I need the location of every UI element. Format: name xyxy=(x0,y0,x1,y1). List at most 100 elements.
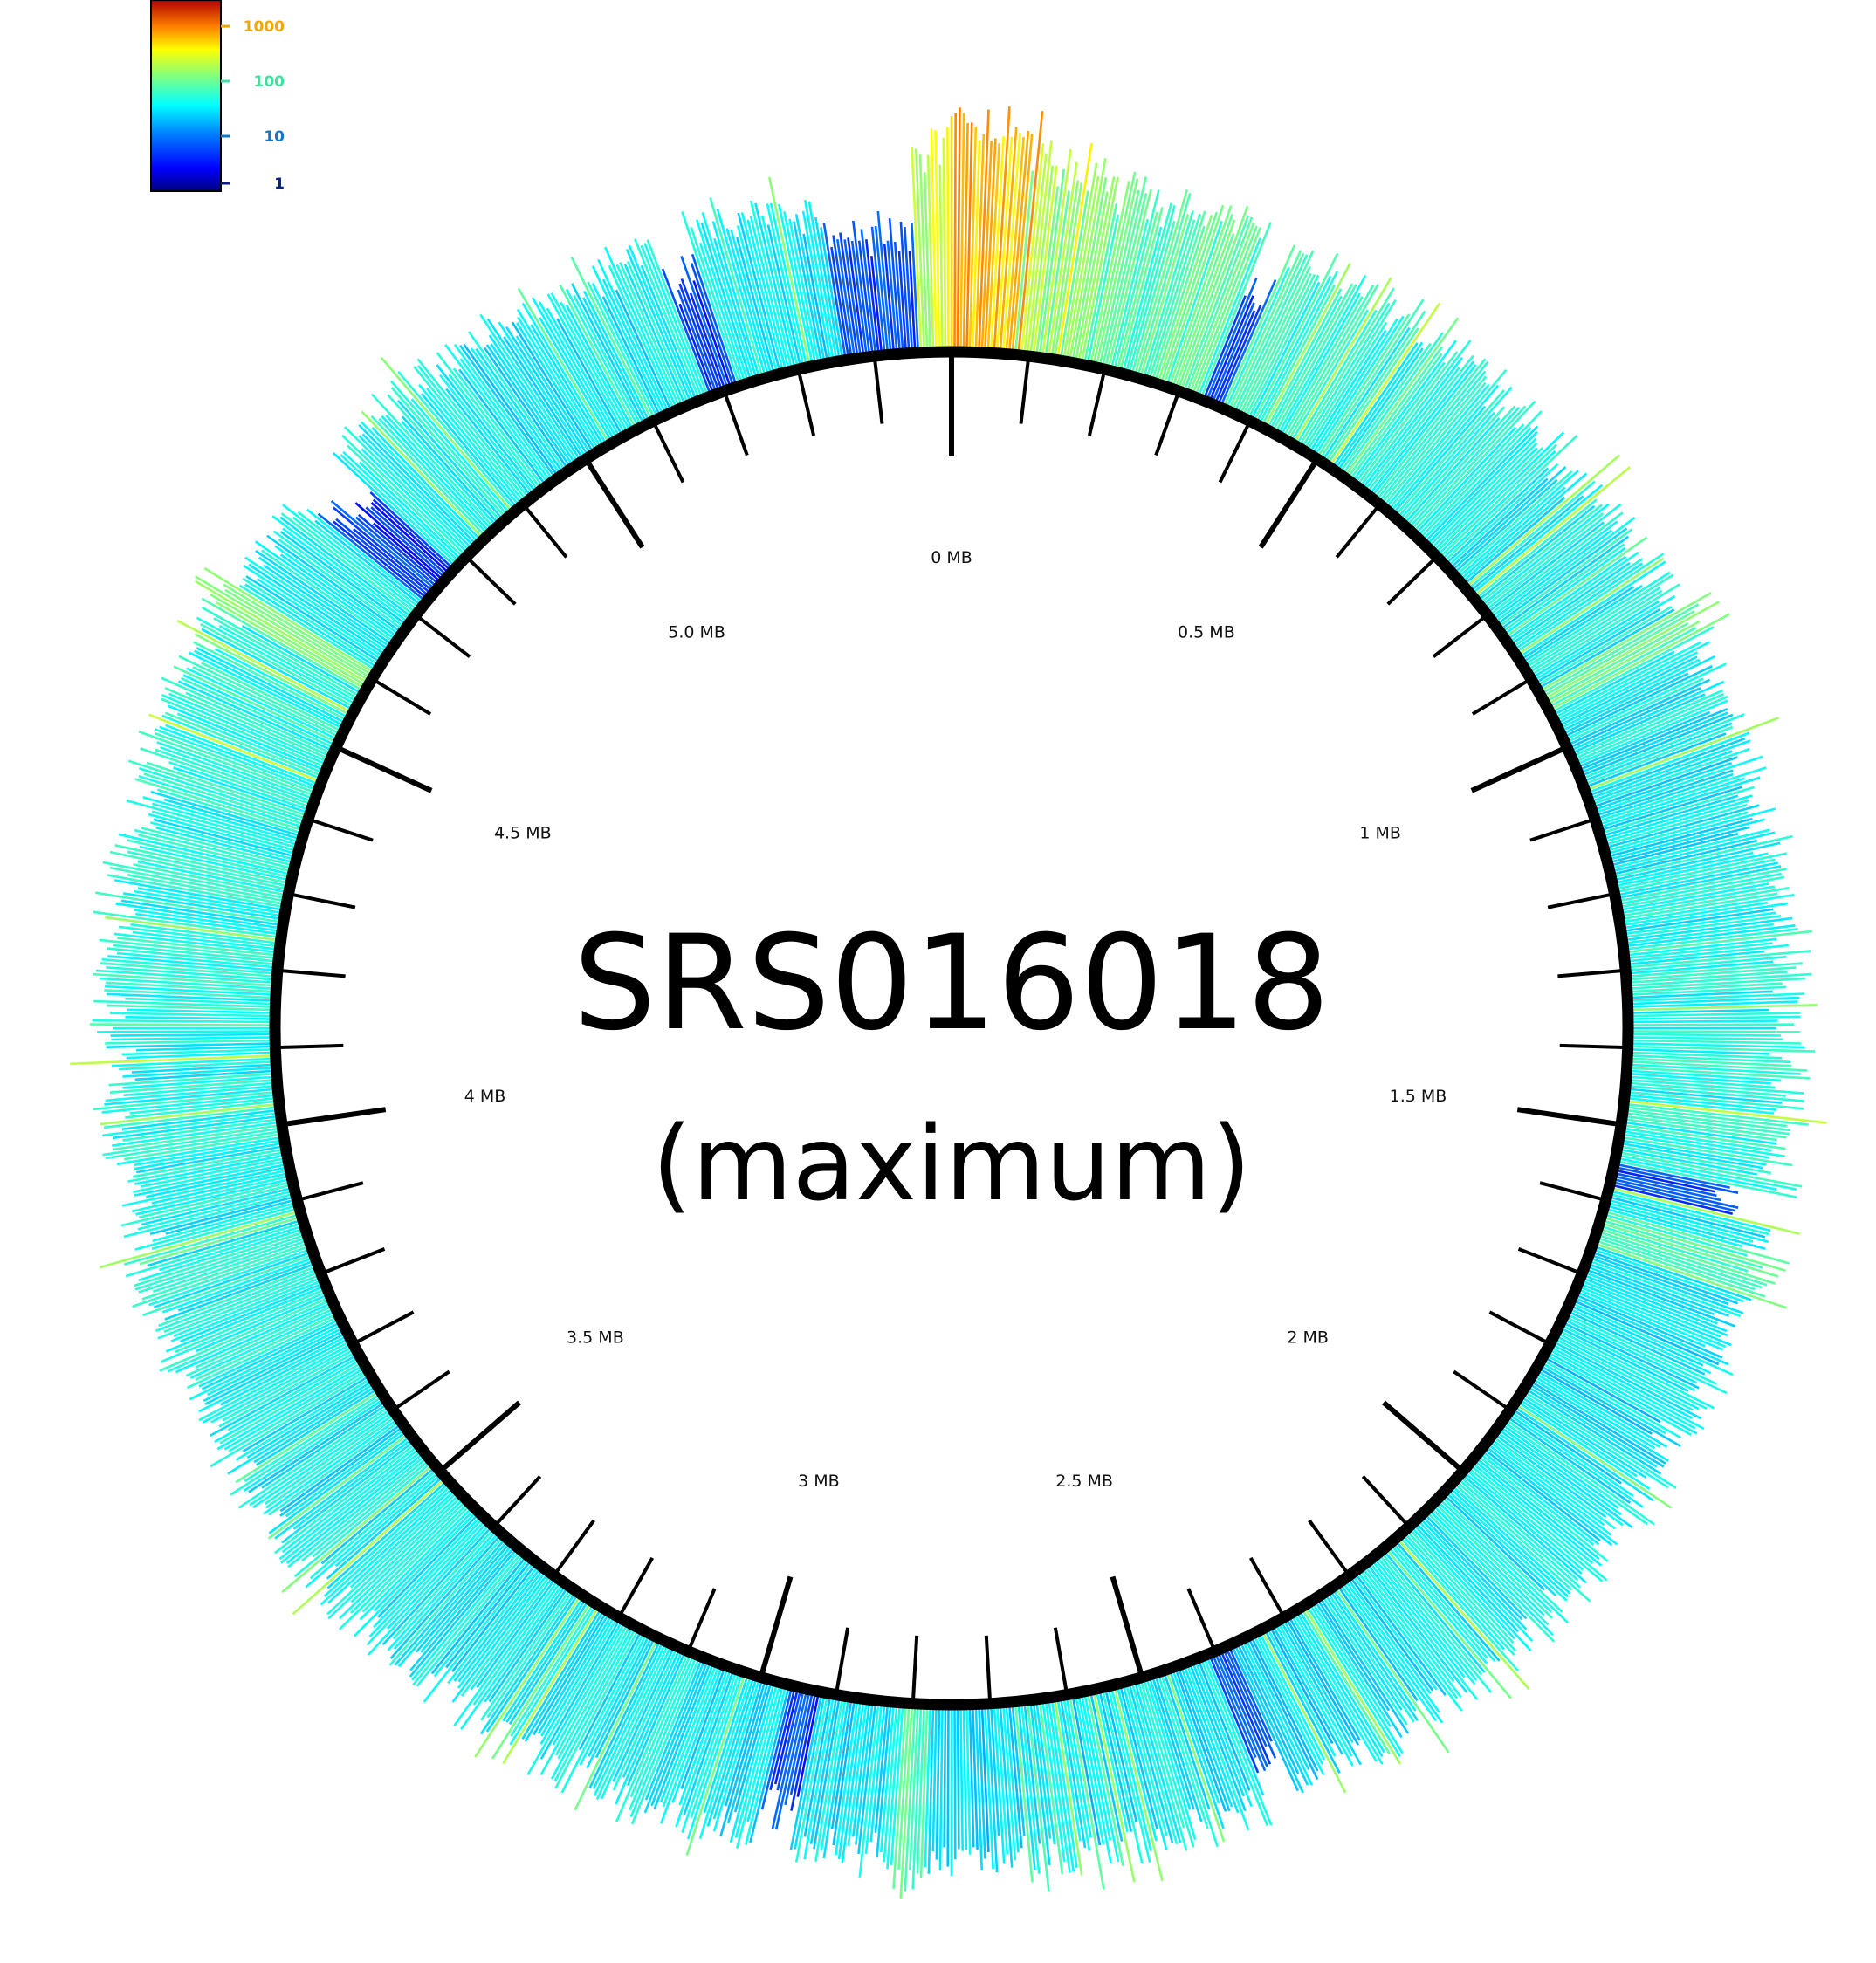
coverage-bar xyxy=(698,242,747,385)
major-tick xyxy=(281,1107,387,1128)
coverage-bar xyxy=(1505,555,1627,642)
coverage-bar xyxy=(1386,368,1508,512)
coverage-bar xyxy=(396,399,505,522)
coverage-bar xyxy=(447,1563,540,1685)
coverage-bar xyxy=(420,1542,514,1653)
coverage-bar xyxy=(537,1611,611,1735)
coverage-bar xyxy=(628,244,696,403)
coverage-bar xyxy=(173,1276,323,1338)
coverage-bar xyxy=(1592,755,1763,815)
coverage-bar xyxy=(228,1369,368,1452)
coverage-bar xyxy=(1623,928,1798,951)
coverage-bar xyxy=(263,1417,400,1515)
coverage-bar xyxy=(578,1629,643,1751)
coverage-bar xyxy=(1587,1256,1744,1314)
coverage-bar xyxy=(358,423,478,547)
coverage-bar xyxy=(1165,220,1223,388)
coverage-bar xyxy=(1545,1350,1698,1435)
coverage-bar xyxy=(134,1230,307,1287)
coverage-bar xyxy=(1617,882,1769,912)
coverage-bar xyxy=(177,1259,317,1312)
coverage-bar xyxy=(1188,222,1255,395)
coverage-bar xyxy=(1470,484,1604,596)
coverage-bar xyxy=(1575,710,1711,770)
coverage-bar xyxy=(359,1506,474,1621)
coverage-bar xyxy=(789,1690,814,1795)
coverage-bar xyxy=(1409,405,1527,532)
coverage-bar xyxy=(1216,1650,1268,1768)
coverage-bar xyxy=(1493,517,1636,625)
coverage-bar xyxy=(1416,423,1525,539)
coverage-bar xyxy=(1444,467,1550,566)
coverage-bar xyxy=(865,239,880,356)
coverage-bar xyxy=(370,502,451,575)
coverage-bar xyxy=(1127,204,1176,376)
coverage-bar xyxy=(956,107,961,353)
coverage-bar xyxy=(1441,434,1578,564)
coverage-bar xyxy=(919,1704,929,1879)
coverage-bar xyxy=(1193,1658,1253,1807)
coverage-bar xyxy=(132,1174,292,1213)
coverage-bar xyxy=(198,1317,341,1388)
coverage-bar xyxy=(373,522,443,585)
coverage-bar xyxy=(453,1565,543,1682)
coverage-bar xyxy=(361,448,471,555)
coverage-bar xyxy=(1425,1509,1556,1643)
coverage-bar xyxy=(1227,250,1302,412)
coverage-bar xyxy=(600,1644,673,1800)
coverage-bar xyxy=(769,202,808,368)
coverage-bar xyxy=(1618,892,1778,921)
coverage-bar xyxy=(1619,893,1795,924)
coverage-bar xyxy=(470,1575,555,1691)
coverage-bar xyxy=(788,218,821,366)
coverage-bar xyxy=(1159,1671,1219,1848)
coverage-bar xyxy=(837,1698,862,1860)
coverage-bar xyxy=(1627,1039,1802,1045)
coverage-bar xyxy=(1379,1550,1483,1676)
coverage-bar xyxy=(112,1123,283,1151)
coverage-bar xyxy=(134,1142,285,1170)
coverage-bar xyxy=(152,1201,299,1243)
coverage-bar xyxy=(390,380,510,518)
minor-tick xyxy=(415,614,471,658)
coverage-bar xyxy=(1614,1159,1797,1198)
coverage-bar xyxy=(1165,1669,1226,1843)
coverage-bar xyxy=(176,619,354,715)
coverage-bar xyxy=(1602,1210,1790,1265)
coverage-bar xyxy=(946,127,950,353)
coverage-bar xyxy=(1571,693,1725,761)
coverage-bar xyxy=(126,1051,276,1060)
coverage-bar xyxy=(1185,1662,1250,1831)
coverage-bar xyxy=(1481,1446,1601,1542)
coverage-bar xyxy=(1627,1023,1795,1026)
coverage-bar xyxy=(1533,1371,1660,1448)
coverage-bar xyxy=(1124,1681,1168,1837)
coverage-bar xyxy=(1591,761,1733,812)
coverage-bar xyxy=(368,1516,485,1637)
coverage-bar xyxy=(832,235,853,360)
coverage-bar xyxy=(1133,1678,1182,1843)
coverage-bar xyxy=(1391,1541,1496,1662)
coverage-bar xyxy=(644,1657,704,1801)
coverage-bar xyxy=(389,1533,503,1659)
coverage-bar xyxy=(754,202,797,371)
coverage-bar xyxy=(412,1550,524,1686)
coverage-bar xyxy=(1080,1692,1112,1841)
coverage-bar xyxy=(1584,717,1780,792)
axis-label-mb: 5.0 MB xyxy=(668,623,725,642)
coverage-bar xyxy=(100,1102,280,1126)
coverage-bar xyxy=(923,172,931,353)
coverage-bar xyxy=(176,712,326,775)
coverage-bar xyxy=(924,1704,931,1868)
minor-tick xyxy=(911,1635,919,1704)
coverage-bar xyxy=(138,1236,309,1294)
coverage-bar xyxy=(1580,713,1745,780)
coverage-bar xyxy=(1372,1556,1476,1685)
coverage-bar xyxy=(106,966,278,981)
coverage-bar xyxy=(814,1695,844,1862)
coverage-bar xyxy=(1613,1165,1739,1194)
coverage-bar xyxy=(146,761,310,818)
coverage-bar xyxy=(1480,1449,1600,1546)
coverage-bar xyxy=(452,367,546,490)
coverage-bar xyxy=(1601,1212,1748,1257)
